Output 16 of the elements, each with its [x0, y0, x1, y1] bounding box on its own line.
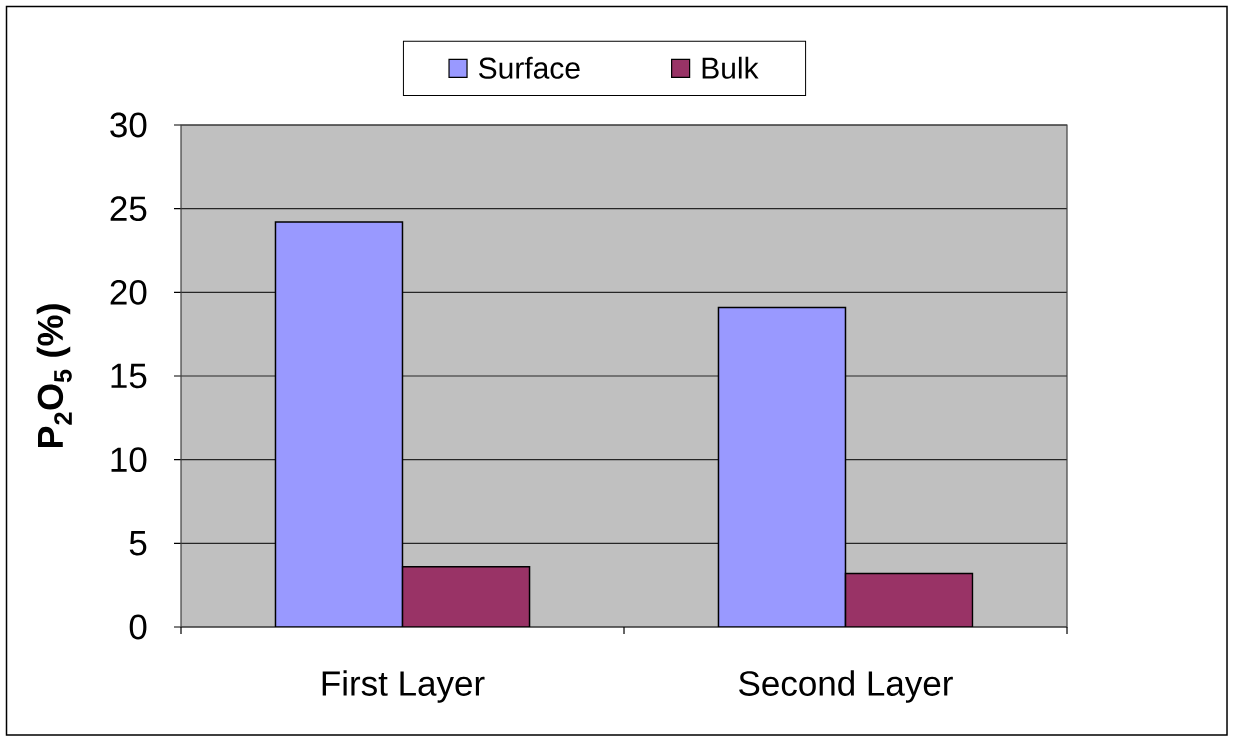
legend-label: Surface: [479, 56, 580, 79]
legend-label: Bulk: [702, 56, 759, 79]
y-tick-label: 0: [129, 614, 147, 640]
y-tick-label: 15: [111, 363, 147, 389]
y-tick-label: 25: [110, 196, 147, 222]
x-tick-label: First Layer: [322, 670, 485, 703]
y-tick-label: 30: [110, 112, 147, 138]
bar: [401, 566, 531, 627]
bar: [717, 306, 847, 627]
x-tick-label: Second Layer: [739, 670, 953, 703]
bar: [844, 572, 974, 627]
y-tick-label: 10: [111, 447, 147, 473]
y-axis-title: P$_{2}$O$_{5}$ (%): [36, 304, 72, 448]
bar: [274, 221, 404, 627]
y-tick-label: 20: [110, 279, 147, 305]
y-tick-label: 5: [129, 531, 147, 556]
